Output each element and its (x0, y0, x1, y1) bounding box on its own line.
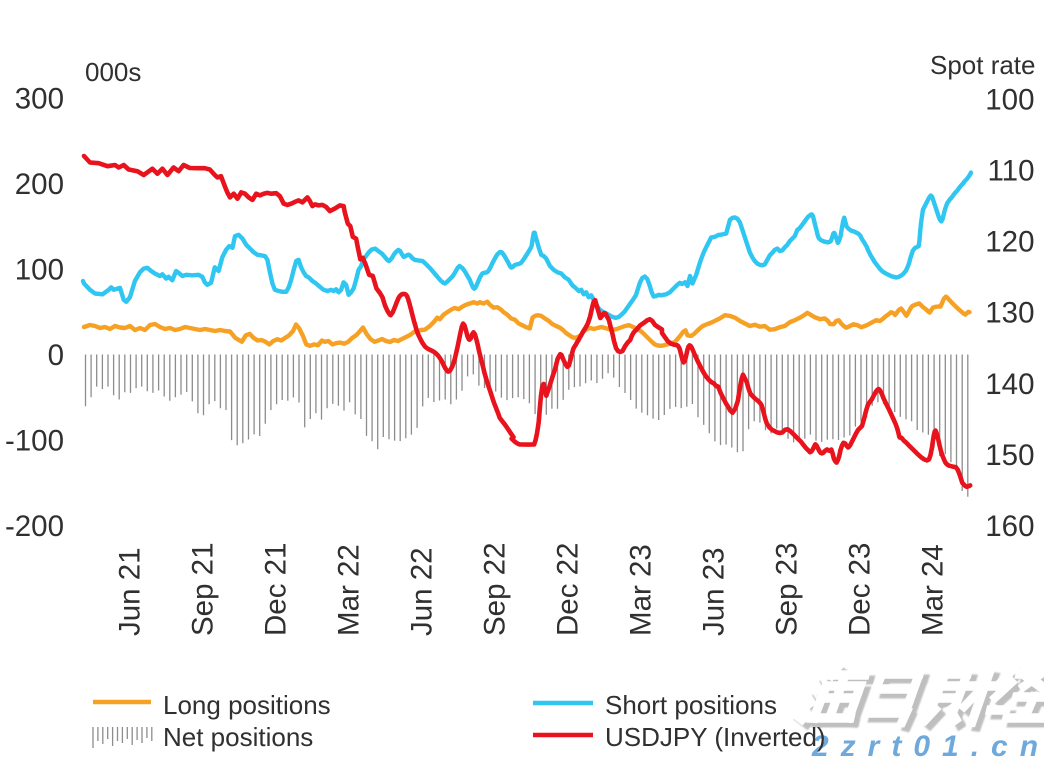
svg-text:Long positions: Long positions (163, 690, 331, 720)
svg-text:Spot rate: Spot rate (930, 50, 1036, 80)
svg-text:150: 150 (985, 439, 1034, 472)
svg-text:200: 200 (15, 168, 64, 201)
svg-text:Jun 22: Jun 22 (405, 547, 438, 636)
svg-text:-100: -100 (5, 425, 64, 458)
svg-text:Mar 24: Mar 24 (916, 544, 949, 636)
svg-text:Mar 23: Mar 23 (624, 544, 657, 636)
svg-text:140: 140 (985, 368, 1034, 401)
svg-text:300: 300 (15, 82, 64, 115)
svg-text:Jun 21: Jun 21 (113, 547, 146, 636)
svg-text:Dec 22: Dec 22 (551, 543, 584, 636)
svg-text:Jun 23: Jun 23 (697, 547, 730, 636)
svg-text:Dec 23: Dec 23 (843, 543, 876, 636)
svg-text:2zrt01.cn: 2zrt01.cn (811, 730, 1044, 761)
svg-text:100: 100 (985, 84, 1034, 117)
svg-text:Net positions: Net positions (163, 722, 313, 752)
svg-text:Sep 21: Sep 21 (186, 543, 219, 637)
svg-text:0: 0 (48, 339, 64, 372)
svg-text:100: 100 (15, 253, 64, 286)
svg-text:000s: 000s (85, 57, 141, 87)
svg-text:Mar 22: Mar 22 (332, 544, 365, 636)
svg-text:Dec 21: Dec 21 (259, 543, 292, 636)
svg-text:120: 120 (985, 226, 1034, 259)
svg-text:-200: -200 (5, 510, 64, 543)
svg-text:110: 110 (987, 155, 1034, 188)
svg-text:Sep 23: Sep 23 (770, 543, 803, 637)
svg-text:Short positions: Short positions (605, 690, 777, 720)
svg-text:USDJPY (Inverted): USDJPY (Inverted) (605, 722, 826, 752)
svg-text:Sep 22: Sep 22 (478, 543, 511, 637)
svg-text:160: 160 (985, 510, 1034, 543)
svg-text:130: 130 (985, 297, 1034, 330)
